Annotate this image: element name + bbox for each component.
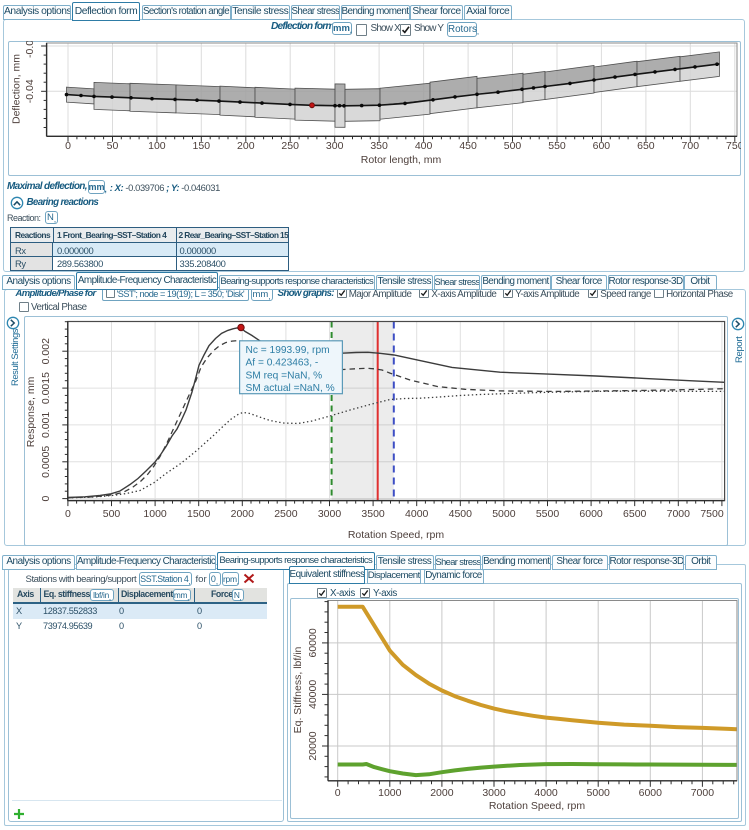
svg-text:200: 200: [237, 140, 255, 152]
svg-text:-0.04: -0.04: [24, 79, 36, 103]
svg-text:Af = 0.423463, -: Af = 0.423463, -: [246, 358, 319, 369]
svg-text:60000: 60000: [307, 628, 319, 657]
svg-text:Rotor length, mm: Rotor length, mm: [361, 154, 442, 166]
svg-text:0: 0: [65, 508, 71, 520]
svg-text:SM req =NaN, %: SM req =NaN, %: [246, 370, 323, 381]
svg-text:3500: 3500: [361, 508, 385, 520]
svg-text:7000: 7000: [667, 508, 691, 520]
svg-text:0: 0: [335, 787, 341, 799]
svg-text:100: 100: [148, 140, 166, 152]
svg-text:750: 750: [726, 140, 741, 152]
svg-text:Response, mm: Response, mm: [25, 376, 37, 447]
svg-text:150: 150: [193, 140, 211, 152]
svg-text:6000: 6000: [639, 787, 663, 799]
svg-text:20000: 20000: [307, 731, 319, 760]
svg-text:Rotation Speed, rpm: Rotation Speed, rpm: [489, 800, 586, 812]
svg-text:600: 600: [593, 140, 611, 152]
svg-text:7000: 7000: [691, 787, 715, 799]
svg-text:2000: 2000: [231, 508, 255, 520]
svg-text:300: 300: [326, 140, 344, 152]
svg-text:450: 450: [459, 140, 477, 152]
svg-text:650: 650: [637, 140, 655, 152]
svg-text:Deflection, mm: Deflection, mm: [11, 54, 23, 124]
svg-text:4500: 4500: [449, 508, 473, 520]
svg-text:5500: 5500: [536, 508, 560, 520]
svg-text:500: 500: [504, 140, 522, 152]
svg-text:350: 350: [370, 140, 388, 152]
svg-text:50: 50: [107, 140, 119, 152]
svg-text:40000: 40000: [307, 680, 319, 709]
svg-text:2000: 2000: [430, 787, 454, 799]
svg-text:3000: 3000: [318, 508, 342, 520]
svg-text:1000: 1000: [378, 787, 402, 799]
svg-text:SM actual =NaN, %: SM actual =NaN, %: [246, 383, 335, 394]
svg-text:0: 0: [40, 496, 52, 502]
svg-text:Nc = 1993.99, rpm: Nc = 1993.99, rpm: [246, 345, 330, 356]
svg-text:Rotation Speed, rpm: Rotation Speed, rpm: [348, 529, 445, 541]
svg-text:0.001: 0.001: [40, 412, 52, 438]
svg-text:700: 700: [682, 140, 700, 152]
svg-text:0.0015: 0.0015: [40, 372, 52, 404]
svg-text:250: 250: [281, 140, 299, 152]
svg-text:550: 550: [548, 140, 566, 152]
svg-text:2500: 2500: [274, 508, 298, 520]
svg-text:0.0005: 0.0005: [40, 446, 52, 478]
svg-text:Eq. Stiffness, lbf/in: Eq. Stiffness, lbf/in: [292, 646, 304, 733]
svg-text:400: 400: [415, 140, 433, 152]
svg-text:-0.03: -0.03: [24, 41, 36, 58]
svg-text:3000: 3000: [482, 787, 506, 799]
svg-text:7500: 7500: [700, 508, 724, 520]
svg-text:5000: 5000: [587, 787, 611, 799]
svg-text:6000: 6000: [579, 508, 603, 520]
svg-text:500: 500: [103, 508, 121, 520]
svg-text:5000: 5000: [492, 508, 516, 520]
svg-text:4000: 4000: [534, 787, 558, 799]
svg-text:1500: 1500: [187, 508, 211, 520]
svg-text:0: 0: [65, 140, 71, 152]
svg-text:6500: 6500: [623, 508, 647, 520]
svg-text:4000: 4000: [405, 508, 429, 520]
svg-text:1000: 1000: [143, 508, 167, 520]
svg-text:0.002: 0.002: [40, 338, 52, 364]
